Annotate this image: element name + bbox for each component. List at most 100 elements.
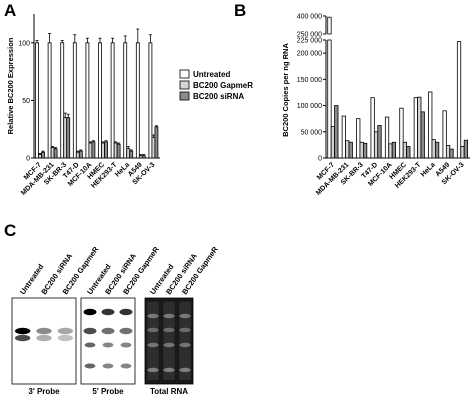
blot-band	[83, 308, 97, 316]
chart-b-bar	[377, 125, 382, 159]
panel-letter-b: B	[234, 1, 246, 20]
chart-a-bar	[113, 142, 118, 159]
chart-a-bar	[126, 148, 131, 159]
blot-probe-label: 3' Probe	[28, 387, 60, 396]
chart-b-y-tick-label: 100 000	[297, 103, 322, 110]
chart-b-bar	[460, 146, 465, 159]
chart-a-bar	[104, 141, 108, 159]
chart-b-bar	[402, 141, 407, 159]
blot-band	[119, 308, 133, 316]
chart-b-y-tick-label: 0	[318, 156, 322, 163]
chart-b-bar	[420, 111, 425, 159]
chart-b-bar	[406, 146, 411, 159]
chart-a-bar	[78, 150, 83, 159]
chart-b-bar	[431, 139, 436, 159]
chart-a-bar	[60, 42, 65, 159]
blot-band	[102, 342, 114, 348]
chart-b-bar	[413, 97, 418, 159]
chart-b-bar-upper	[327, 16, 332, 35]
chart-a-bar	[85, 42, 90, 159]
chart-a-bar	[35, 42, 39, 159]
chart-a-bar	[154, 126, 159, 159]
chart-b-bar	[428, 91, 433, 159]
chart-a-bar	[63, 117, 68, 159]
chart-a-bar	[129, 150, 134, 159]
chart-b-y-tick-label: 225 000	[297, 38, 322, 45]
panel-letter-c: C	[4, 221, 16, 240]
blot-band	[120, 363, 132, 369]
chart-b-bar	[445, 145, 451, 159]
blot-band	[147, 342, 159, 348]
legend: Untreated BC200 GapmeR BC200 siRNA	[179, 69, 253, 101]
chart-b-bar	[463, 139, 469, 159]
chart-a-ylabel: Relative BC200 Expression	[6, 37, 15, 134]
chart-a-bar	[53, 148, 58, 159]
legend-swatch	[179, 69, 190, 79]
chart-b-bar	[449, 148, 454, 159]
blot-band	[163, 327, 175, 333]
legend-swatch	[179, 80, 190, 90]
chart-a-y-tick-label: 0	[26, 156, 30, 163]
chart-b-bar	[399, 107, 404, 159]
blot-band	[147, 327, 159, 333]
blot-band	[14, 334, 31, 342]
blot-band	[84, 363, 96, 369]
chart-b-bar	[388, 143, 393, 159]
chart-a-bar	[72, 42, 77, 159]
legend-swatch	[179, 91, 190, 101]
blot-band	[120, 342, 132, 348]
blot-band	[101, 327, 115, 335]
chart-b-bar-lower	[327, 39, 332, 159]
chart-b-y-tick-label: 200 000	[297, 51, 322, 58]
chart-b-bar	[362, 142, 368, 159]
blot-band	[14, 327, 31, 335]
chart-b-y-tick-label: 250 000	[297, 32, 322, 39]
chart-a-bar	[135, 42, 140, 159]
chart-b-y-tick-label: 150 000	[297, 77, 322, 84]
blot-band	[179, 367, 191, 373]
chart-b: BC200 Copies per ng RNA 0 50 000 100 000 15…	[281, 14, 470, 197]
blot-lane-smear	[179, 302, 191, 380]
chart-b-bar	[417, 96, 422, 159]
chart-b-y-tick-label: 400 000	[297, 14, 322, 21]
blot-band	[57, 334, 74, 342]
legend-label: Untreated	[193, 70, 230, 79]
chart-b-bar	[348, 141, 353, 159]
chart-b-bar	[442, 110, 447, 159]
chart-a-bar	[116, 143, 121, 159]
blot-band	[84, 342, 96, 348]
blot-band	[36, 334, 52, 342]
blot-band	[163, 313, 175, 319]
chart-b-bar	[359, 141, 364, 159]
blot-band	[83, 327, 97, 335]
blot-band	[57, 327, 74, 335]
blot-band	[102, 363, 114, 369]
chart-b-bar	[330, 126, 335, 159]
blot-band	[179, 342, 191, 348]
chart-b-bar	[370, 97, 375, 159]
chart-b-y-tick-label: 50 000	[301, 129, 323, 136]
blot-band	[147, 313, 159, 319]
chart-a-bar	[101, 142, 105, 159]
chart-a-y-tick-label: 50	[22, 98, 30, 105]
chart-a-y-tick-label: 100	[18, 40, 30, 47]
chart-a-bar	[47, 42, 52, 159]
chart-b-bar	[356, 118, 361, 159]
chart-a-bar	[138, 155, 143, 159]
blot-band	[163, 367, 175, 373]
chart-b-bar	[384, 116, 390, 159]
blot-probe-label: Total RNA	[150, 387, 188, 396]
panel-letter-a: A	[4, 1, 16, 20]
chart-b-bar	[456, 41, 462, 159]
chart-b-bar	[341, 115, 346, 159]
blot-band	[179, 327, 191, 333]
blot-band	[179, 313, 191, 319]
chart-b-bar	[434, 141, 440, 159]
chart-a-bar	[110, 42, 115, 159]
chart-a-bar	[151, 136, 156, 159]
legend-label: BC200 siRNA	[193, 92, 244, 101]
chart-a-bar	[91, 141, 96, 159]
chart-a-bar	[75, 151, 80, 159]
